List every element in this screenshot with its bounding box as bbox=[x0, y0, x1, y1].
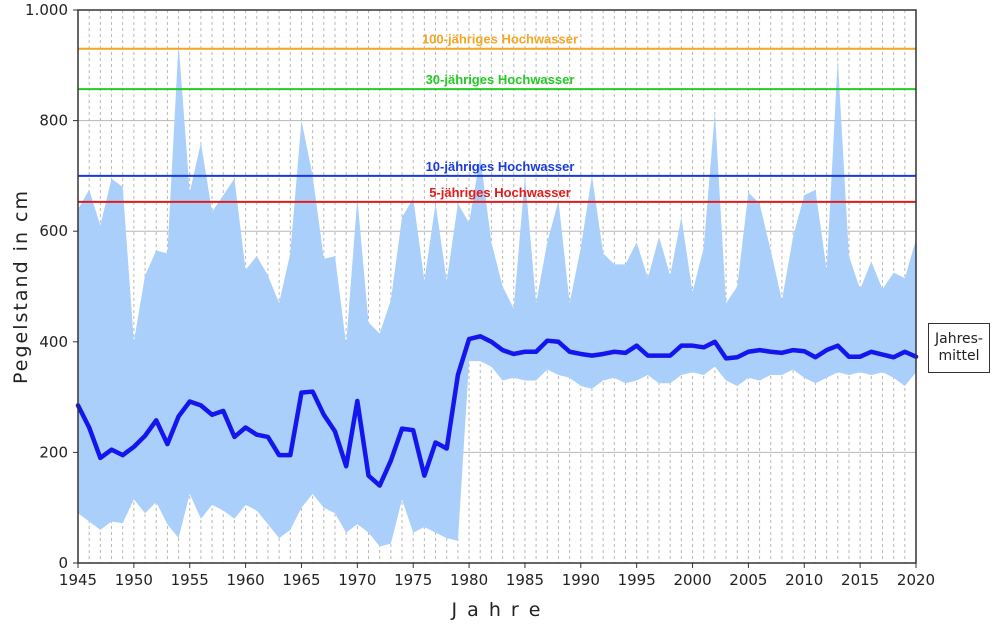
x-tick-label: 2015 bbox=[841, 571, 879, 589]
y-axis-ticks: 0 200 400 600 800 1.000 bbox=[25, 1, 78, 572]
x-tick-label: 2020 bbox=[897, 571, 935, 589]
x-tick-label: 1980 bbox=[450, 571, 488, 589]
x-tick-label: 1985 bbox=[506, 571, 544, 589]
y-tick-label: 600 bbox=[39, 222, 68, 240]
x-tick-label: 1965 bbox=[282, 571, 320, 589]
y-tick-label: 0 bbox=[58, 554, 68, 572]
x-tick-label: 1955 bbox=[171, 571, 209, 589]
x-tick-label: 2000 bbox=[673, 571, 711, 589]
x-axis-label: J a h r e bbox=[451, 599, 543, 621]
x-tick-label: 1990 bbox=[562, 571, 600, 589]
min-max-band bbox=[78, 43, 916, 547]
x-tick-label: 1970 bbox=[338, 571, 376, 589]
x-tick-label: 1950 bbox=[115, 571, 153, 589]
x-tick-label: 2010 bbox=[785, 571, 823, 589]
y-tick-label: 200 bbox=[39, 443, 68, 461]
legend-annual-mean: Jahres- mittel bbox=[928, 323, 990, 373]
x-tick-label: 1960 bbox=[227, 571, 265, 589]
plot-frame bbox=[77, 9, 917, 564]
y-axis-label: Pegelstand in cm bbox=[10, 189, 32, 384]
x-tick-label: 1975 bbox=[394, 571, 432, 589]
reference-lines: 100-jähriges Hochwasser 30-jähriges Hochw… bbox=[78, 32, 916, 203]
y-tick-label: 800 bbox=[39, 112, 68, 130]
annual-mean-line bbox=[75, 334, 919, 488]
hochwasser-label-2: 10-jähriges Hochwasser bbox=[426, 159, 575, 174]
hochwasser-label-0: 100-jähriges Hochwasser bbox=[422, 32, 578, 47]
hochwasser-label-3: 5-jähriges Hochwasser bbox=[429, 185, 571, 200]
x-tick-label: 2005 bbox=[729, 571, 767, 589]
x-tick-label: 1945 bbox=[59, 571, 97, 589]
x-axis-ticks: 1945 1950 1955 1960 1965 1970 1975 1980 1985 1990… bbox=[59, 563, 935, 589]
hochwasser-label-1: 30-jähriges Hochwasser bbox=[426, 72, 575, 87]
y-tick-label: 400 bbox=[39, 333, 68, 351]
x-tick-label: 1995 bbox=[618, 571, 656, 589]
y-tick-label: 1.000 bbox=[25, 1, 68, 19]
